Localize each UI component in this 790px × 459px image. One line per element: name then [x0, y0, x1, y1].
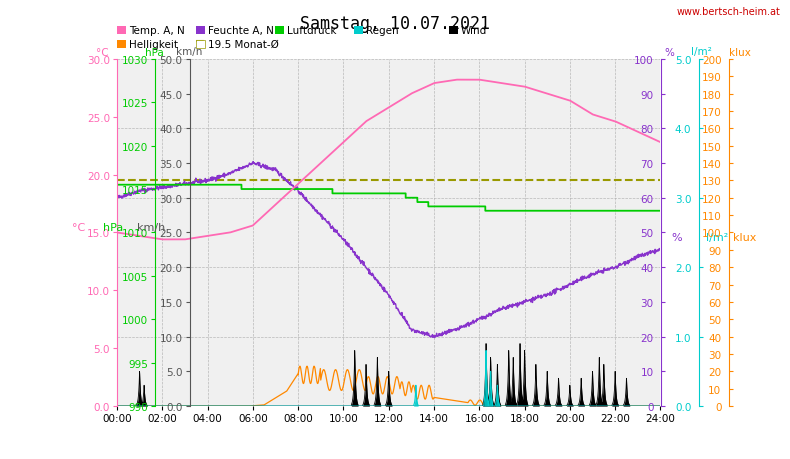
Text: Temp. A, N: Temp. A, N — [129, 26, 185, 36]
Text: %: % — [664, 47, 675, 57]
Text: Wind: Wind — [461, 26, 487, 36]
Text: km/h: km/h — [176, 47, 203, 57]
Y-axis label: °C: °C — [72, 223, 85, 233]
Y-axis label: %: % — [672, 233, 682, 243]
Text: www.bertsch-heim.at: www.bertsch-heim.at — [677, 7, 781, 17]
Text: Helligkeit: Helligkeit — [129, 40, 178, 50]
Text: l/m²: l/m² — [691, 47, 712, 57]
Text: hPa: hPa — [145, 47, 164, 57]
Text: Regen: Regen — [366, 26, 398, 36]
Text: °C: °C — [96, 47, 109, 57]
Y-axis label: hPa: hPa — [103, 223, 123, 233]
Y-axis label: l/m²: l/m² — [706, 233, 728, 243]
Y-axis label: km/h: km/h — [137, 223, 165, 233]
Text: Luftdruck: Luftdruck — [287, 26, 337, 36]
Text: Feuchte A, N: Feuchte A, N — [208, 26, 273, 36]
Text: 19.5 Monat-Ø: 19.5 Monat-Ø — [208, 40, 279, 50]
Y-axis label: klux: klux — [733, 233, 756, 243]
Text: Samstag, 10.07.2021: Samstag, 10.07.2021 — [300, 15, 490, 33]
Text: klux: klux — [728, 47, 750, 57]
